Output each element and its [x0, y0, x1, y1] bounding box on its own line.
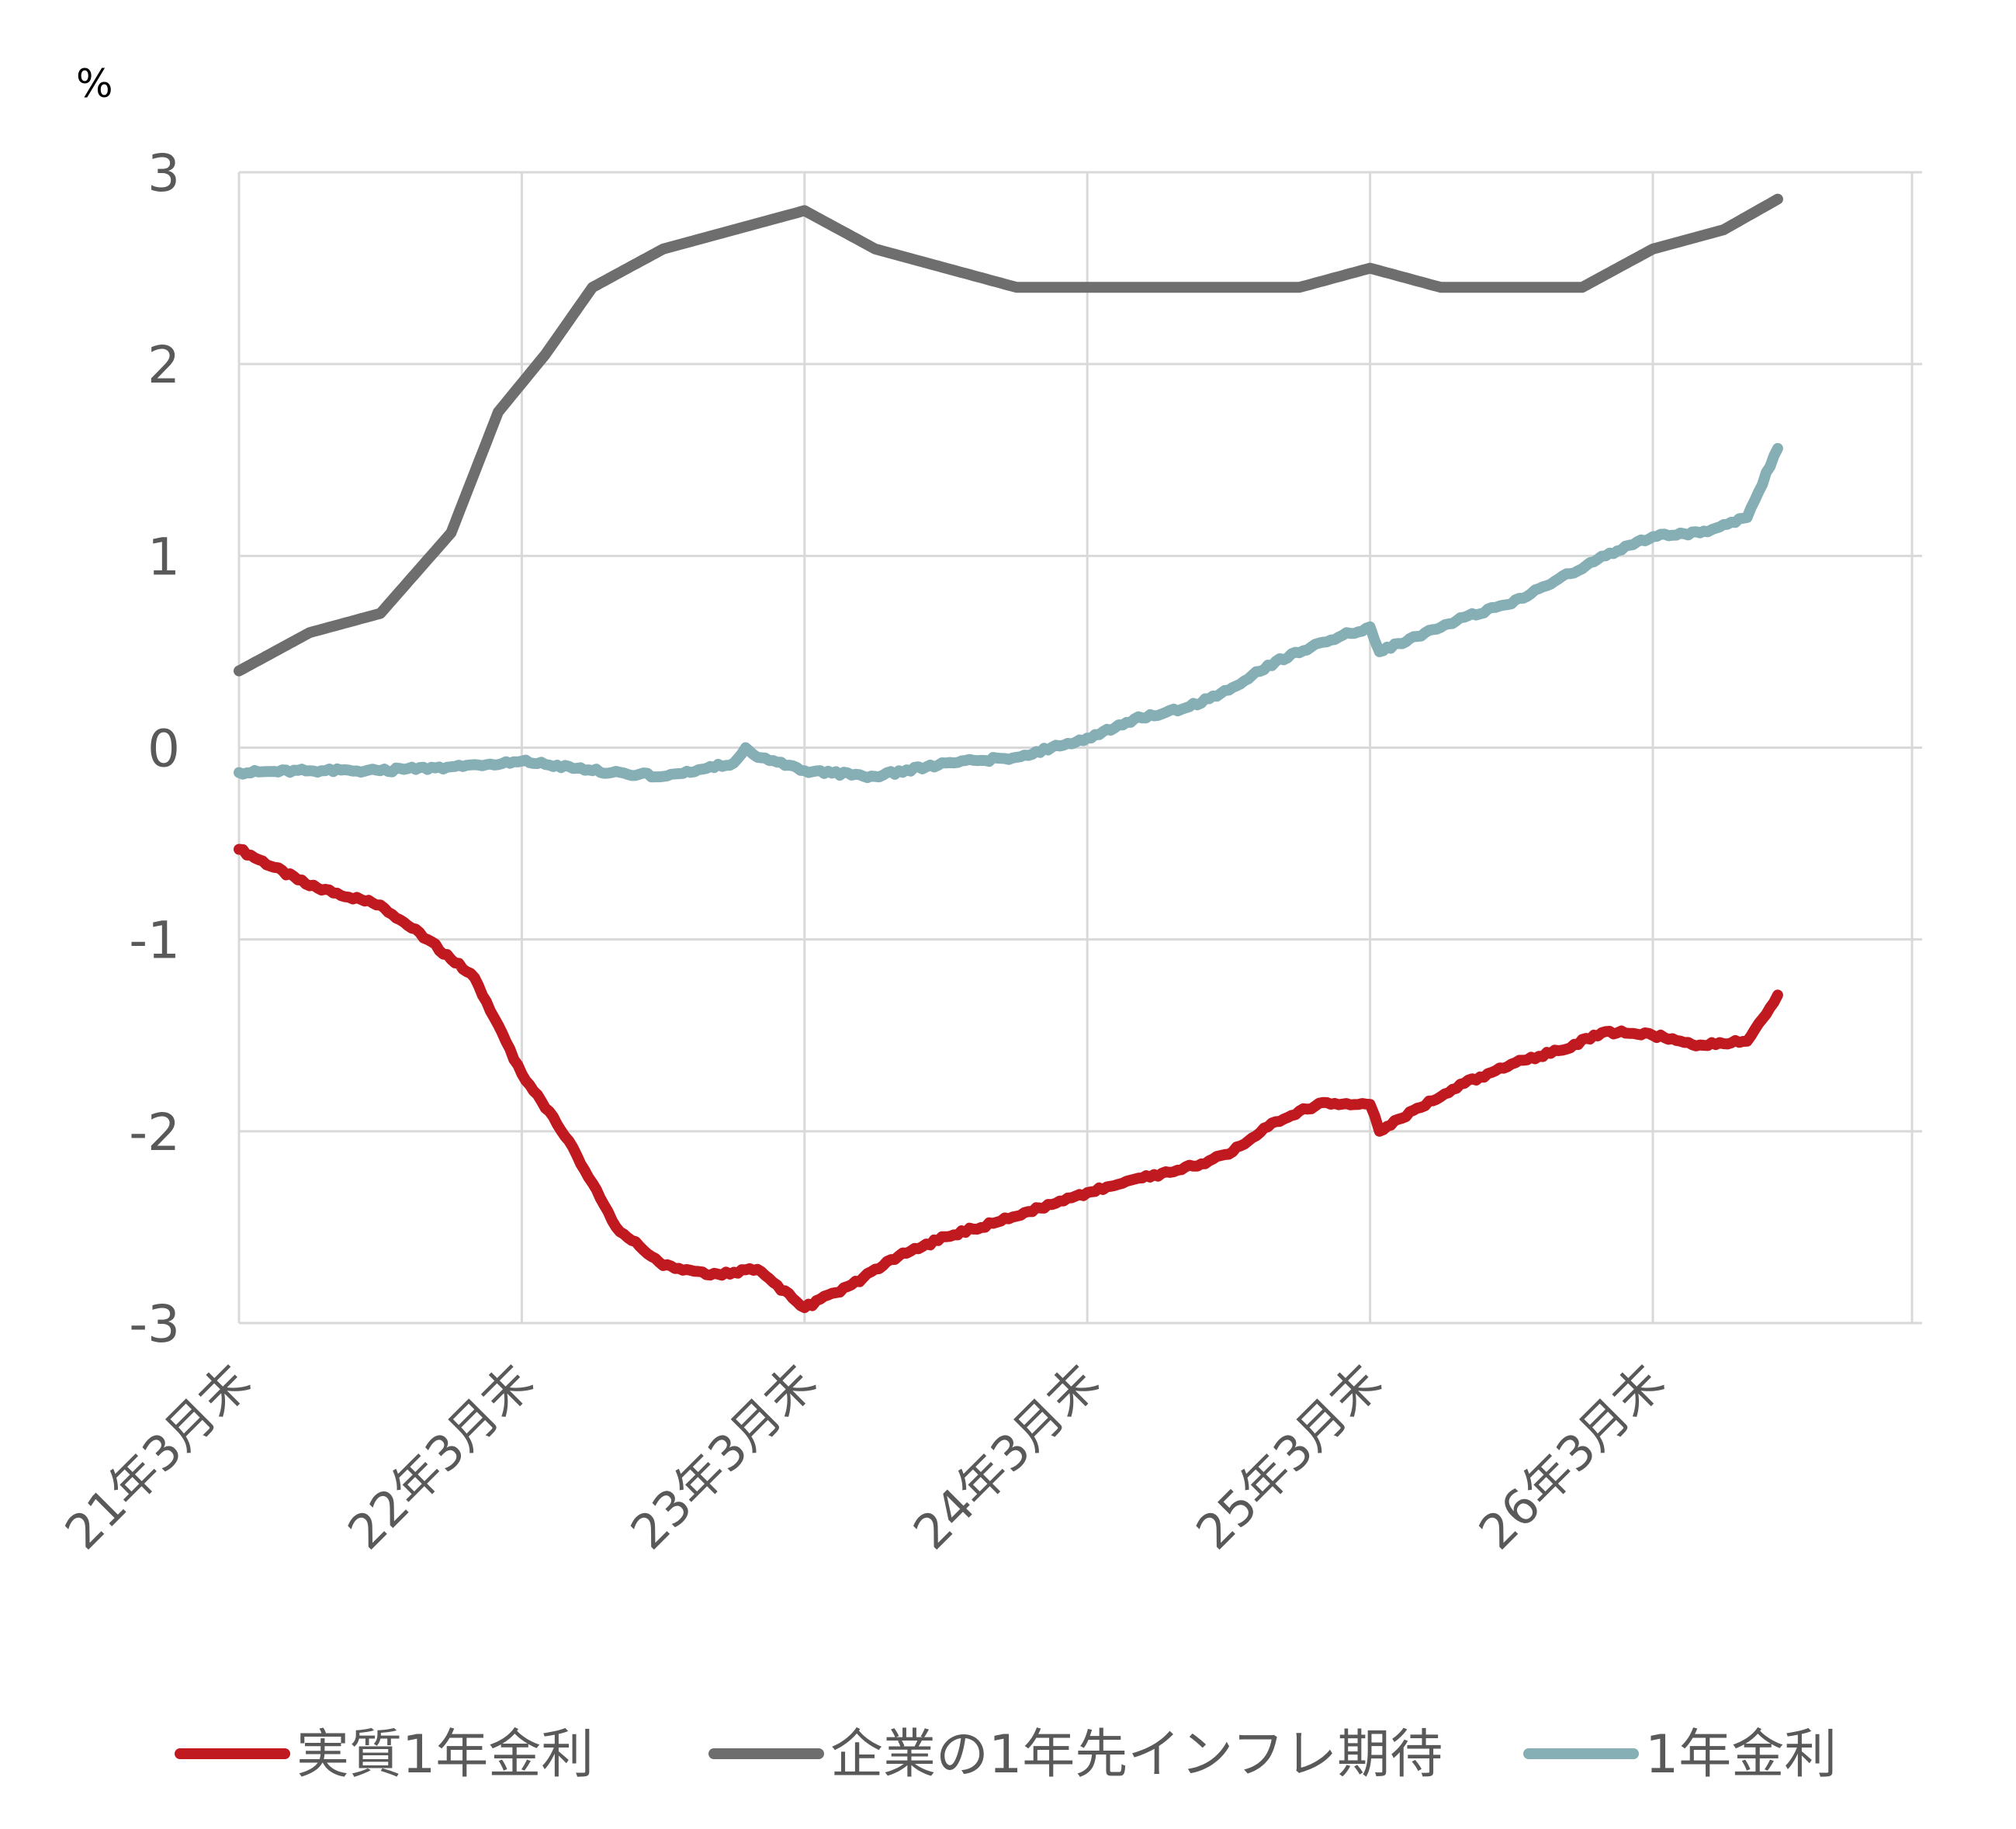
y-tick-label: 3: [147, 144, 180, 203]
legend: 実質1年金利 企業の1年先インフレ期待 1年金利: [175, 1724, 1837, 1786]
series-line-1: [234, 193, 1783, 677]
x-tick-label: 21年3月末: [54, 1353, 262, 1561]
x-tick-label: 22年3月末: [337, 1353, 544, 1561]
y-tick-label: 1: [147, 527, 180, 587]
y-tick-label: 0: [147, 719, 180, 779]
x-tick-label: 24年3月末: [902, 1353, 1110, 1561]
y-tick-label: -3: [129, 1294, 180, 1354]
series-line-0: [234, 843, 1783, 1314]
grid-lines: [237, 171, 1922, 1325]
series-line-2: [234, 442, 1783, 784]
legend-label: 企業の1年先インフレ期待: [830, 1724, 1443, 1786]
y-tick-label: -2: [129, 1103, 180, 1162]
series-lines: [234, 193, 1783, 1314]
legend-label: 1年金利: [1645, 1724, 1837, 1786]
y-tick-label: -1: [129, 911, 180, 971]
x-tick-label: 26年3月末: [1468, 1353, 1675, 1561]
y-axis-ticks: 3 2 1 0 -1 -2 -3: [129, 144, 180, 1354]
x-axis-ticks: 21年3月末 22年3月末 23年3月末 24年3月末 25年3月末 26年3月末: [54, 1353, 1675, 1561]
x-tick-label: 25年3月末: [1185, 1353, 1392, 1561]
y-axis-unit-label: %: [76, 61, 113, 106]
x-tick-label: 23年3月末: [620, 1353, 827, 1561]
y-tick-label: 2: [147, 335, 180, 395]
legend-label: 実質1年金利: [296, 1724, 594, 1786]
